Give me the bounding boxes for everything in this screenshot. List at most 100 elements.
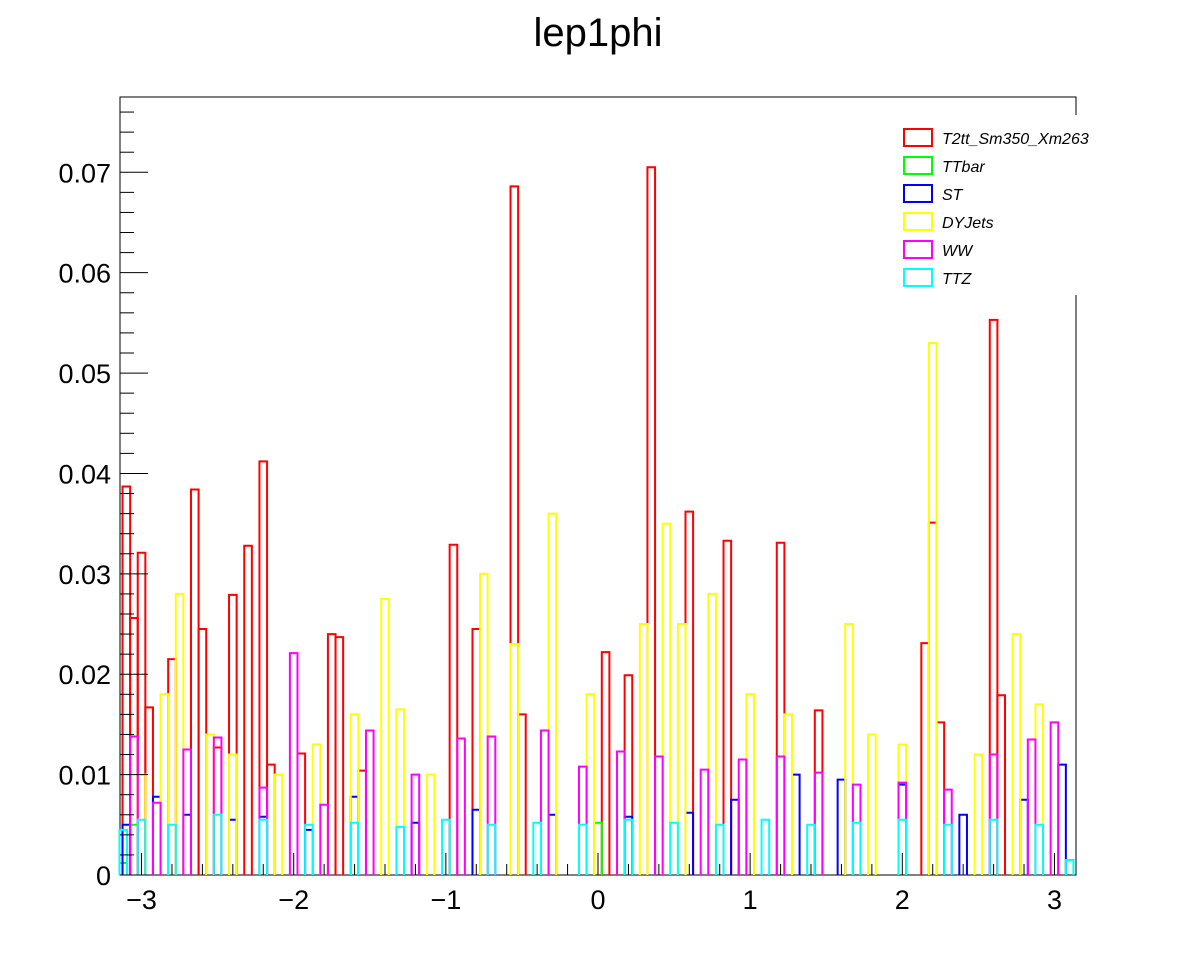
histogram-bin: [958, 813, 968, 875]
histogram-bin: [228, 753, 238, 875]
histogram-bin: [943, 823, 953, 875]
histogram-bin: [988, 818, 999, 875]
histogram-bin: [151, 801, 162, 875]
histogram-bin: [577, 823, 588, 875]
legend-label: ST: [942, 187, 964, 204]
histogram-bin: [380, 597, 390, 875]
histogram-bin: [212, 736, 223, 875]
chart-title: lep1phi: [533, 11, 662, 55]
histogram-bin: [638, 623, 649, 875]
legend-swatch: [903, 156, 933, 175]
y-tick-label: 0: [96, 861, 111, 891]
histogram-bin: [714, 823, 725, 875]
histogram-bin: [737, 758, 748, 875]
series-ww: [129, 652, 1060, 875]
histogram-bin: [136, 818, 147, 875]
histogram-bin: [486, 735, 497, 875]
y-tick-label: 0.07: [58, 158, 111, 188]
histogram-bin: [486, 823, 497, 875]
histogram-bin: [509, 643, 520, 875]
histogram-bin: [334, 636, 345, 875]
histogram-bin: [425, 773, 436, 875]
x-tick-label: −3: [126, 885, 157, 915]
histogram-bin: [509, 185, 520, 875]
legend: T2tt_Sm350_Xm263 TTbar ST DYJets WW TTZ: [896, 115, 1106, 295]
histogram-bin: [775, 541, 786, 875]
histogram-bin: [364, 729, 375, 875]
y-tick-label: 0.05: [58, 359, 111, 389]
x-tick-label: −2: [278, 885, 309, 915]
histogram-bin: [988, 753, 999, 875]
legend-entry-t2tt-sm350-xm263: T2tt_Sm350_Xm263: [903, 128, 1089, 148]
histogram-bin: [646, 166, 657, 875]
histogram-bin: [1026, 738, 1037, 875]
histogram-bin: [623, 818, 634, 875]
histogram-bin: [988, 318, 999, 875]
histogram-bin: [212, 813, 223, 875]
histogram-bin: [699, 768, 710, 875]
legend-swatch: [903, 128, 933, 147]
axis-layer: 0 0.01 0.02 0.03 0.04 0.05 0.06 0.07 −3 −2 −1 0 1 2 3: [58, 111, 1062, 915]
legend-entry-ww: WW: [903, 240, 974, 260]
x-tick-label: 0: [590, 885, 605, 915]
histogram-bin: [273, 773, 284, 875]
legend-swatch: [903, 212, 933, 231]
histogram-bin: [661, 522, 672, 875]
histogram-bin: [806, 823, 816, 875]
legend-label: DYJets: [942, 215, 994, 232]
histogram-bin: [532, 821, 542, 875]
histogram-bin: [349, 713, 360, 875]
legend-label: WW: [942, 243, 974, 260]
histogram-bin: [600, 651, 611, 875]
histogram-bin: [851, 821, 862, 875]
y-tick-label: 0.02: [58, 660, 111, 690]
histogram-bin: [676, 623, 687, 875]
histogram-bin: [174, 592, 185, 875]
legend-entry-ttz: TTZ: [903, 268, 973, 288]
histogram-bin: [288, 652, 299, 875]
histogram-bin: [844, 623, 854, 875]
x-tick-label: 1: [743, 885, 758, 915]
histogram-bin: [760, 818, 771, 875]
histogram-bin: [410, 773, 421, 875]
histogram-bin: [479, 572, 489, 875]
histogram-bin: [577, 765, 588, 875]
histogram-bin: [707, 592, 717, 875]
histogram-bin: [1064, 858, 1075, 875]
histogram-bin: [669, 821, 679, 875]
legend-swatch: [903, 240, 933, 259]
legend-label: T2tt_Sm350_Xm263: [942, 131, 1089, 148]
histogram-bin: [654, 755, 664, 875]
histogram-bin: [775, 755, 786, 875]
histogram-bin: [813, 771, 824, 875]
histogram-bin: [159, 693, 170, 875]
y-tick-label: 0.04: [58, 459, 111, 489]
histogram-bin: [395, 708, 406, 875]
legend-entry-st: ST: [903, 184, 964, 204]
histogram-bin: [167, 823, 177, 875]
x-tick-label: 3: [1047, 885, 1062, 915]
histogram-bin: [927, 341, 938, 875]
series-ttz: [118, 813, 1075, 875]
histogram-bin: [973, 753, 984, 875]
histogram-bin: [1034, 823, 1045, 875]
histogram-bin: [1049, 721, 1060, 875]
x-tick-label: −1: [430, 885, 461, 915]
histogram-bin: [867, 733, 877, 875]
histogram-bin: [243, 544, 253, 875]
histogram-bin: [258, 460, 269, 875]
histogram-bin: [258, 818, 269, 875]
histogram-bin: [547, 512, 558, 875]
histogram-bin: [182, 748, 192, 875]
histogram-bin: [118, 828, 129, 875]
y-tick-label: 0.01: [58, 761, 111, 791]
histogram-bin: [349, 821, 360, 875]
legend-entry-dyjets: DYJets: [903, 212, 994, 232]
histogram-bin: [1011, 633, 1022, 875]
histogram-bin: [319, 803, 329, 875]
x-tick-label: 2: [895, 885, 910, 915]
histogram-bin: [456, 737, 466, 875]
series-layer: [118, 166, 1075, 875]
legend-label: TTbar: [942, 159, 985, 176]
